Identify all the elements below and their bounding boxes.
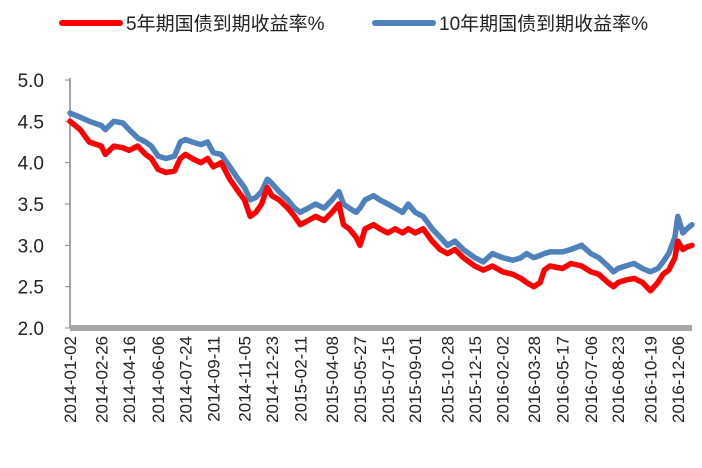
x-tick-label: 2014-11-05 <box>236 336 255 422</box>
series-lines <box>67 110 695 294</box>
x-tick-label: 2014-09-11 <box>204 336 223 422</box>
x-tick-label: 2016-10-19 <box>641 336 660 423</box>
x-tick-label: 2015-07-15 <box>379 336 398 423</box>
x-tick-label: 2014-07-24 <box>176 336 195 423</box>
x-tick-label: 2015-05-27 <box>351 336 370 423</box>
x-tick-label: 2015-04-08 <box>323 336 342 423</box>
y-tick-label: 4.0 <box>18 154 44 175</box>
x-tick-label: 2016-03-28 <box>525 336 544 423</box>
legend: 5年期国债到期收益率% 10年期国债到期收益率% <box>59 13 648 35</box>
y-tick-label: 5.0 <box>18 71 44 92</box>
x-tick-label: 2016-07-06 <box>582 336 601 423</box>
y-tick-label: 4.5 <box>18 112 44 133</box>
x-tick-label: 2015-02-11 <box>291 336 310 422</box>
x-tick-label: 2016-08-23 <box>609 336 628 423</box>
x-tick-label: 2015-09-01 <box>406 336 425 423</box>
legend-label: 5年期国债到期收益率% <box>126 13 325 35</box>
y-tick-label: 2.0 <box>18 319 44 340</box>
x-tick-label: 2014-01-02 <box>61 336 80 423</box>
x-tick-label: 2015-10-28 <box>439 336 458 423</box>
x-tick-label: 2014-12-23 <box>263 336 282 423</box>
x-tick-label: 2014-02-26 <box>92 336 111 423</box>
series-line-1 <box>67 110 695 275</box>
x-tick-label: 2016-05-17 <box>553 336 572 423</box>
y-tick-label: 3.0 <box>18 236 44 257</box>
x-tick-label: 2014-06-06 <box>149 336 168 423</box>
axes <box>65 78 692 331</box>
x-axis-ticks: 2014-01-02 2014-02-26 2014-04-16 2014-06-06… <box>61 336 688 423</box>
x-tick-label: 2015-12-15 <box>466 336 485 423</box>
y-tick-label: 3.5 <box>18 195 44 216</box>
y-tick-label: 2.5 <box>18 278 44 299</box>
y-axis-ticks: 5.0 4.5 4.0 3.5 3.0 2.5 2.0 <box>18 71 44 340</box>
x-axis-line <box>70 325 692 331</box>
legend-label: 10年期国债到期收益率% <box>439 13 648 35</box>
series-line-0 <box>67 118 695 294</box>
x-tick-label: 2014-04-16 <box>120 336 139 423</box>
x-tick-label: 2016-12-06 <box>669 336 688 423</box>
x-tick-label: 2016-02-02 <box>494 336 513 423</box>
